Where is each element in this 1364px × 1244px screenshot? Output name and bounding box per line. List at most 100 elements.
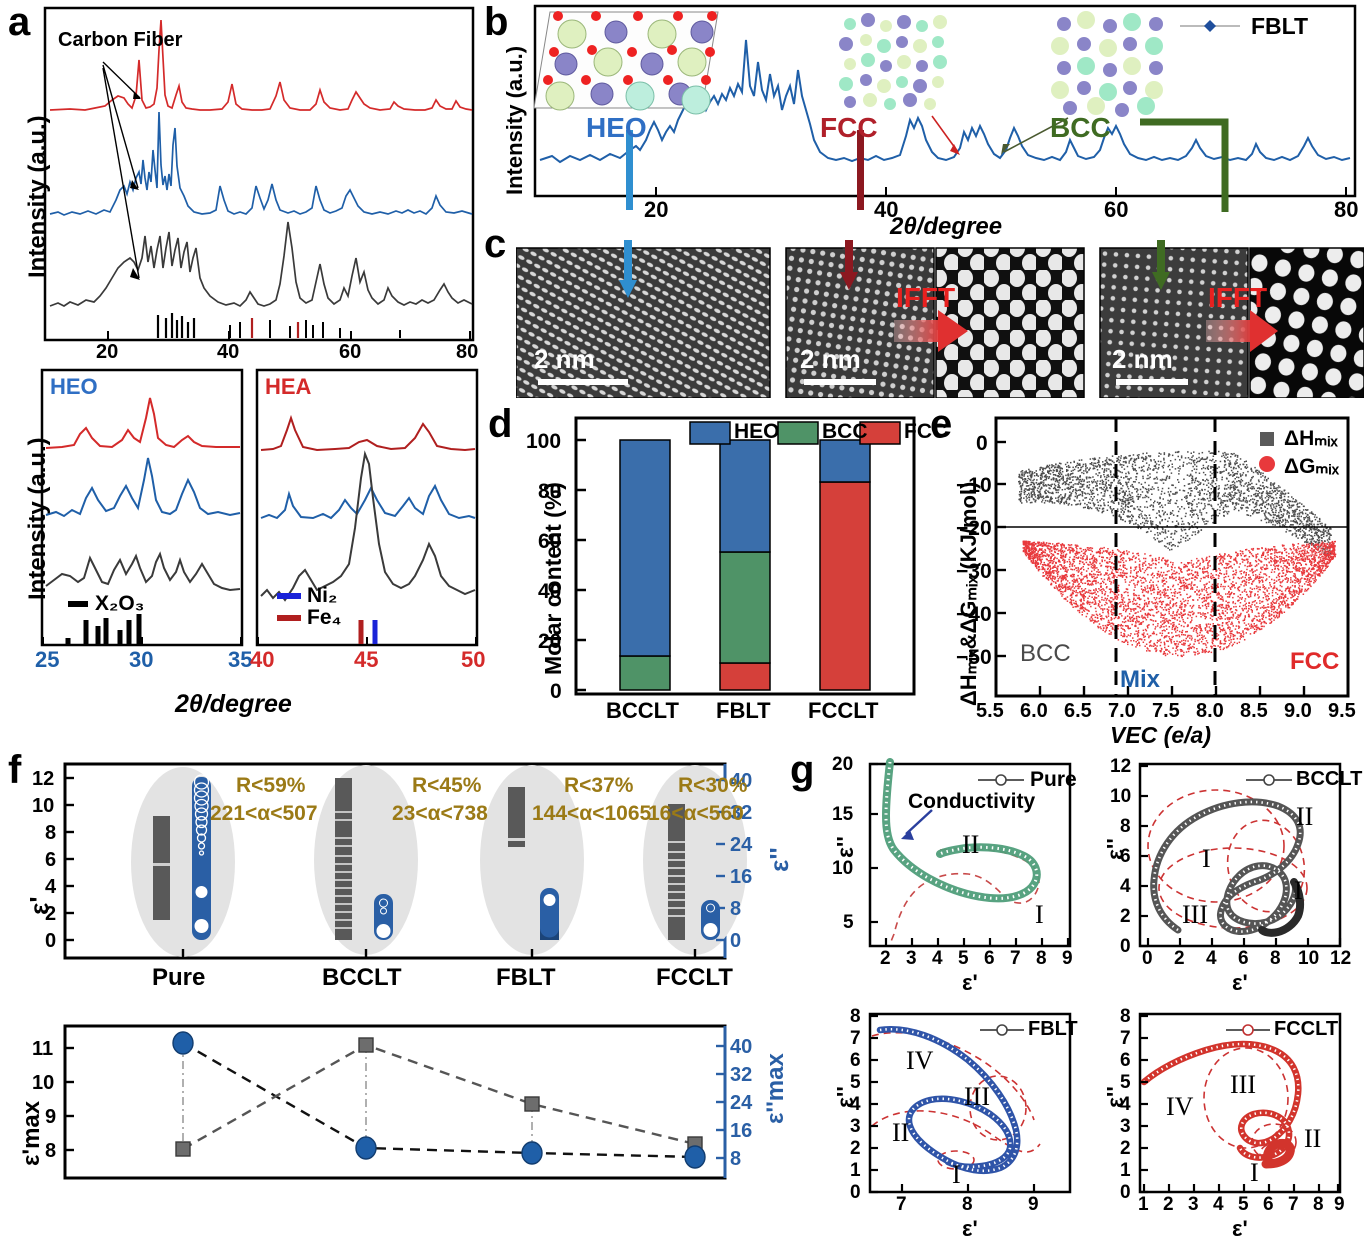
hea-xtick-45: 45 [354, 647, 378, 673]
e-legend-dg: ΔGₘᵢₓ [1284, 454, 1339, 479]
d-legend-bcc: BCC [822, 420, 868, 444]
d-legend-heo: HEO [734, 420, 780, 444]
e-xtick-60: 6.0 [1020, 700, 1048, 723]
e-ytick--30: −30 [956, 560, 992, 584]
panel-e-label: e [930, 404, 952, 444]
g-fcclt-xlabel: ε' [1232, 1216, 1248, 1242]
xtick-20: 20 [96, 341, 118, 364]
f-top-rt-24: 24 [730, 834, 752, 857]
g-bcclt-yt-4: 4 [1120, 876, 1131, 898]
g-pure-legend-label: Pure [1030, 768, 1077, 792]
e-xtick-55: 5.5 [976, 700, 1004, 723]
g-bcclt-xt-10: 10 [1298, 948, 1319, 970]
g-fblt-yt-8: 8 [850, 1006, 861, 1028]
panel-f-bottom-chart [40, 1020, 760, 1220]
g-fcclt-yt-7: 7 [1120, 1028, 1131, 1050]
f-top-lt-6: 6 [45, 849, 56, 872]
d-xtick-bcclt: BCCLT [606, 698, 679, 724]
heo-legend-label: X₂O₃ [95, 592, 144, 616]
g-fblt-yt-7: 7 [850, 1028, 861, 1050]
heo-phase-label: HEO [586, 112, 647, 144]
d-ytick-20: 20 [538, 630, 561, 654]
g-bcclt-annot-III: III [1182, 900, 1208, 930]
g-fcclt-yt-3: 3 [1120, 1116, 1131, 1138]
g-fblt-xt-8: 8 [962, 1194, 973, 1216]
g-fblt-legend-label: FBLT [1028, 1018, 1078, 1041]
hea-xtick-50: 50 [461, 647, 485, 673]
scalebar-label-1: 2 nm [534, 344, 595, 375]
fgroup-bcclt [314, 765, 418, 955]
d-ytick-0: 0 [550, 680, 562, 704]
e-xtick-80: 8.0 [1196, 700, 1224, 723]
f-cat-fcclt: FCCLT [656, 964, 733, 992]
e-region-bcc: BCC [1020, 640, 1071, 668]
f-top-lt-8: 8 [45, 822, 56, 845]
g-pure-annot-I: I [1035, 900, 1044, 930]
g-pure-xt-9: 9 [1062, 948, 1073, 970]
heo-structure-inset [534, 11, 718, 114]
hea-title: HEA [265, 374, 311, 400]
g-pure-conductivity-label: Conductivity [908, 790, 1035, 814]
g-pure-yt-15: 15 [832, 804, 853, 826]
f-bot-lt-11: 11 [32, 1038, 53, 1061]
g-fblt-yt-2: 2 [850, 1138, 861, 1160]
e-xtick-65: 6.5 [1064, 700, 1092, 723]
f-bot-rt-16: 16 [730, 1120, 752, 1143]
panel-d-legend [690, 422, 900, 444]
f-bot-lt-8: 8 [45, 1140, 56, 1163]
e-xtick-75: 7.5 [1152, 700, 1180, 723]
scalebar-label-2: 2 nm [800, 344, 861, 375]
g-bcclt-xt-4: 4 [1206, 948, 1217, 970]
d-ytick-100: 100 [526, 430, 561, 454]
f-top-lt-0: 0 [45, 930, 56, 953]
panel-d: Molar content (%) 0 20 40 60 80 100 HEO … [520, 410, 920, 740]
f-top-rt-16: 16 [730, 866, 752, 889]
g-bcclt-yt-2: 2 [1120, 906, 1131, 928]
panel-b: Intensity (a.u.) FBLT HEO FCC BCC 20 40 … [480, 0, 1364, 212]
g-bcclt-annot-II: II [1296, 802, 1313, 832]
panel-b-xtick-20: 20 [644, 197, 668, 223]
f-bot-rt-8: 8 [730, 1148, 741, 1171]
f-bot-rt-40: 40 [730, 1036, 752, 1059]
d-ytick-40: 40 [538, 580, 561, 604]
f-annot-a-0: 221<α<507 [210, 802, 318, 826]
g-bcclt-yt-0: 0 [1120, 936, 1131, 958]
f-cat-bcclt: BCCLT [322, 964, 402, 992]
g-fblt-yt-1: 1 [850, 1160, 861, 1182]
heo-xtick-35: 35 [228, 647, 252, 673]
bar-fcclt [820, 440, 870, 690]
f-bot-lt-9: 9 [45, 1106, 56, 1129]
hea-legend-fe4: Fe₄ [307, 606, 342, 630]
g-fcclt-xt-5: 5 [1238, 1194, 1249, 1216]
panel-b-xlabel: 2θ/degree [890, 213, 1002, 241]
panel-c-micrographs [516, 240, 1364, 398]
g-pure-xt-6: 6 [984, 948, 995, 970]
g-bcclt-yt-12: 12 [1110, 756, 1131, 778]
micrograph-fcc-ifft [936, 248, 1084, 398]
ifft-label-2: IFFT [1208, 282, 1267, 314]
xtick-40: 40 [217, 341, 239, 364]
f-top-lt-2: 2 [45, 903, 56, 926]
f-bot-rt-32: 32 [730, 1064, 752, 1087]
xtick-80: 80 [456, 341, 478, 364]
g-fcclt-xt-6: 6 [1263, 1194, 1274, 1216]
e-ytick-0: 0 [976, 432, 988, 456]
g-fblt-annot-IV: IV [906, 1046, 933, 1076]
panel-g-bcclt: ε'' 0 2 4 6 8 10 12 0 2 4 6 8 10 12 ε' B… [1098, 758, 1353, 998]
panel-b-xtick-60: 60 [1104, 197, 1128, 223]
g-pure-yt-5: 5 [843, 912, 854, 934]
g-bcclt-annot-I1: I [1202, 844, 1211, 874]
panel-c-label: c [484, 224, 506, 264]
g-bcclt-xt-6: 6 [1238, 948, 1249, 970]
f-annot-r-0: R<59% [236, 774, 305, 798]
e-region-fcc: FCC [1290, 648, 1339, 676]
f-top-rt-8: 8 [730, 898, 741, 921]
g-pure-xt-7: 7 [1010, 948, 1021, 970]
g-fcclt-yt-2: 2 [1120, 1138, 1131, 1160]
g-pure-xt-4: 4 [932, 948, 943, 970]
g-pure-xt-2: 2 [880, 948, 891, 970]
e-legend-circle [1259, 456, 1275, 472]
heo-xtick-25: 25 [35, 647, 59, 673]
g-bcclt-annot-I2: I [1294, 876, 1303, 906]
d-xtick-fblt: FBLT [716, 698, 771, 724]
